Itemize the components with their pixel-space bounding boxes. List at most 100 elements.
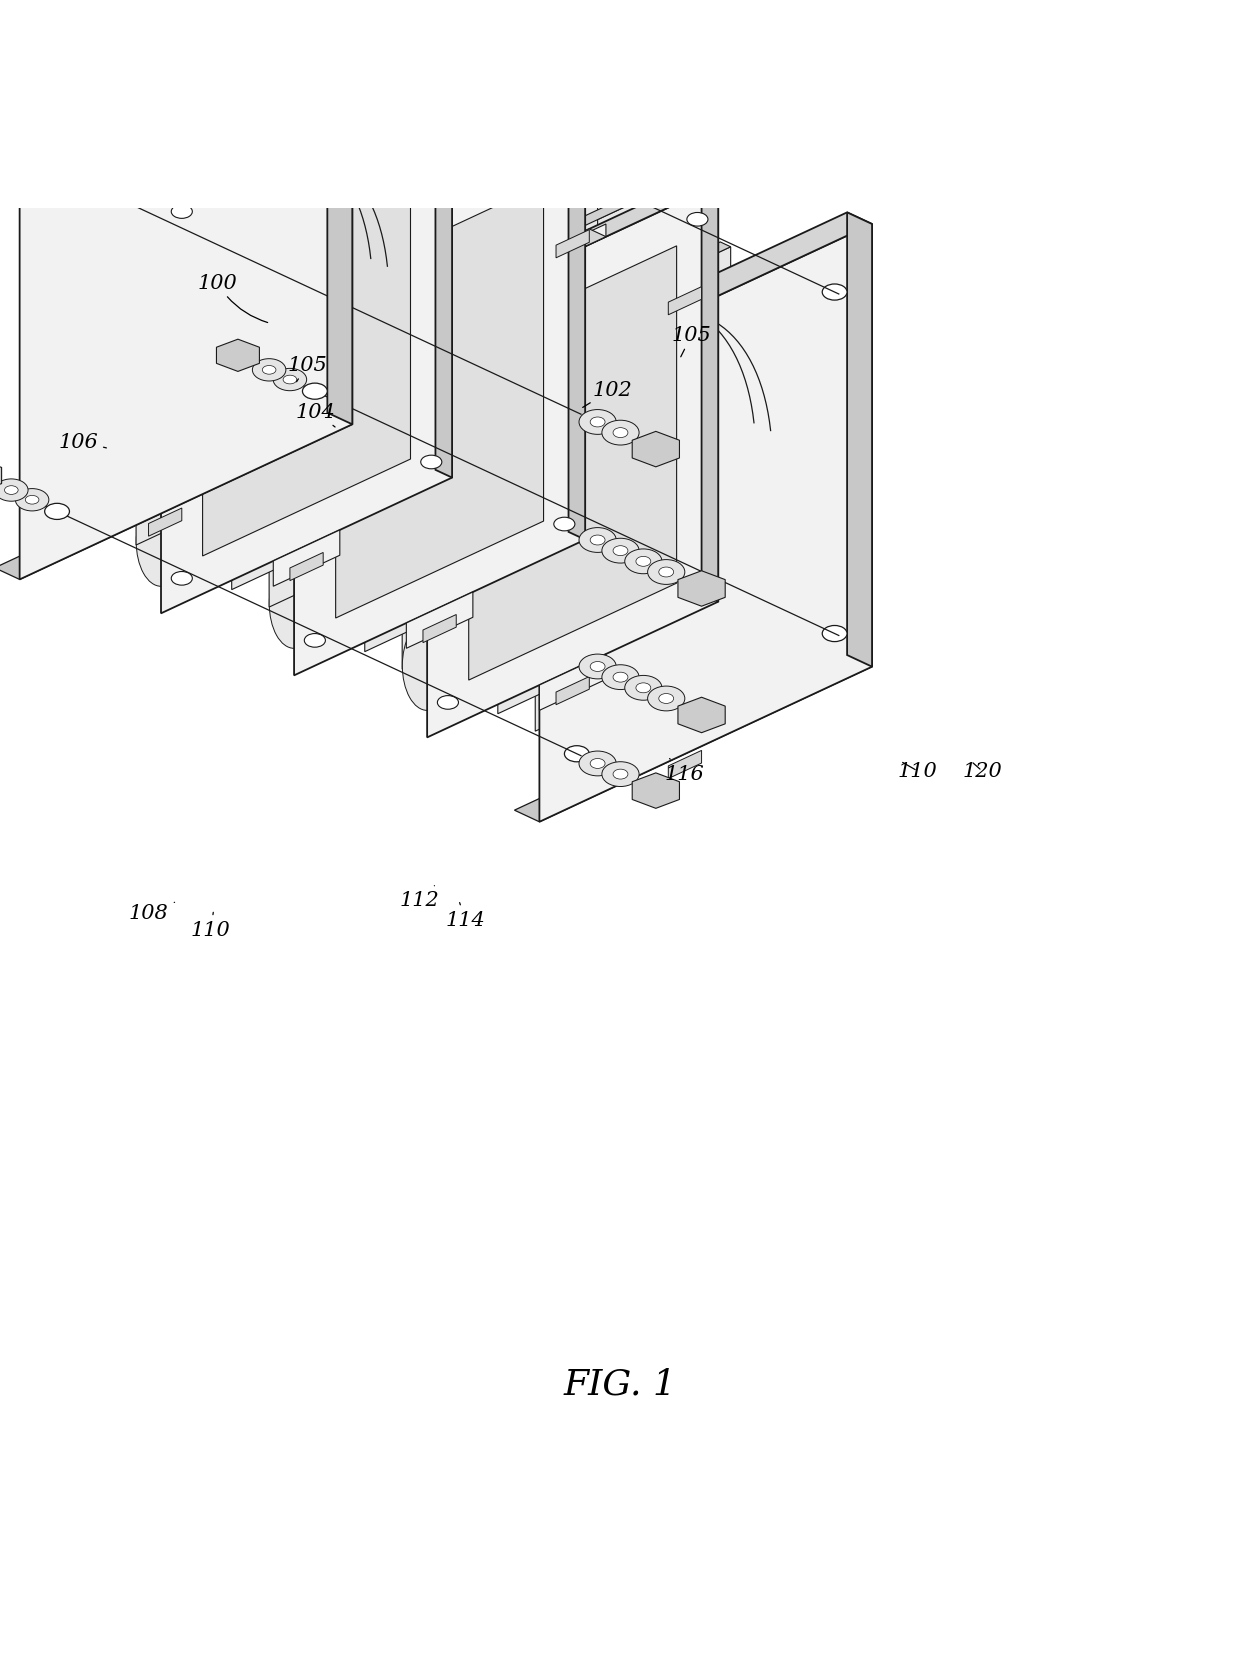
Polygon shape	[327, 0, 352, 426]
Polygon shape	[423, 615, 456, 643]
Ellipse shape	[601, 666, 639, 689]
Polygon shape	[469, 247, 677, 681]
Ellipse shape	[625, 676, 662, 701]
Ellipse shape	[625, 550, 662, 575]
Polygon shape	[632, 432, 680, 467]
Polygon shape	[221, 119, 465, 232]
Ellipse shape	[579, 411, 616, 436]
Ellipse shape	[601, 421, 639, 446]
Polygon shape	[217, 0, 259, 31]
Polygon shape	[668, 751, 702, 779]
Polygon shape	[0, 119, 1, 151]
Polygon shape	[423, 169, 456, 197]
Ellipse shape	[658, 694, 673, 704]
Ellipse shape	[25, 495, 38, 505]
Ellipse shape	[273, 370, 306, 391]
Text: 102: 102	[583, 381, 632, 408]
Ellipse shape	[45, 504, 69, 520]
Polygon shape	[88, 56, 331, 171]
Ellipse shape	[665, 467, 746, 583]
Polygon shape	[536, 265, 768, 732]
Polygon shape	[125, 75, 370, 187]
Polygon shape	[136, 80, 370, 545]
Ellipse shape	[438, 696, 459, 709]
Polygon shape	[539, 225, 606, 268]
Ellipse shape	[564, 404, 589, 421]
Ellipse shape	[420, 456, 441, 469]
Ellipse shape	[601, 762, 639, 787]
Ellipse shape	[0, 479, 29, 502]
Ellipse shape	[136, 371, 186, 461]
Polygon shape	[487, 244, 730, 356]
Text: 104: 104	[295, 403, 335, 428]
Polygon shape	[273, 101, 340, 144]
Ellipse shape	[253, 360, 286, 381]
Polygon shape	[515, 656, 872, 822]
Polygon shape	[523, 230, 606, 268]
Polygon shape	[365, 186, 598, 653]
Polygon shape	[273, 530, 340, 587]
Text: 105: 105	[288, 356, 327, 383]
Ellipse shape	[269, 560, 319, 650]
Ellipse shape	[665, 328, 746, 444]
Ellipse shape	[590, 535, 605, 545]
Polygon shape	[539, 225, 872, 822]
Text: 114: 114	[445, 903, 485, 930]
Polygon shape	[410, 177, 718, 321]
Polygon shape	[497, 247, 730, 714]
Text: 106: 106	[58, 432, 107, 451]
Ellipse shape	[136, 497, 186, 587]
Ellipse shape	[253, 18, 286, 40]
Polygon shape	[0, 414, 352, 580]
Polygon shape	[407, 162, 472, 207]
Ellipse shape	[0, 138, 29, 161]
Polygon shape	[217, 340, 259, 373]
Polygon shape	[556, 678, 589, 706]
Ellipse shape	[5, 487, 19, 495]
Polygon shape	[435, 53, 453, 479]
Polygon shape	[0, 461, 1, 492]
Ellipse shape	[579, 752, 616, 777]
Ellipse shape	[590, 759, 605, 769]
Polygon shape	[269, 141, 502, 608]
Ellipse shape	[304, 635, 325, 648]
Polygon shape	[144, 53, 453, 197]
Ellipse shape	[822, 626, 847, 643]
Polygon shape	[336, 184, 543, 618]
Ellipse shape	[613, 429, 627, 439]
Ellipse shape	[665, 611, 746, 727]
Ellipse shape	[601, 539, 639, 563]
Polygon shape	[392, 199, 635, 312]
Ellipse shape	[687, 580, 708, 593]
Polygon shape	[355, 181, 598, 295]
Polygon shape	[427, 186, 718, 737]
Polygon shape	[232, 124, 465, 590]
Ellipse shape	[15, 489, 48, 512]
Polygon shape	[294, 123, 585, 676]
Ellipse shape	[273, 28, 306, 50]
Polygon shape	[149, 509, 182, 537]
Ellipse shape	[45, 162, 69, 179]
Polygon shape	[259, 136, 502, 250]
Ellipse shape	[590, 663, 605, 673]
Ellipse shape	[25, 154, 38, 164]
Ellipse shape	[283, 35, 296, 43]
Text: FIG. 1: FIG. 1	[563, 1367, 677, 1400]
Polygon shape	[632, 774, 680, 809]
Text: 100: 100	[197, 273, 268, 323]
Ellipse shape	[658, 568, 673, 578]
Text: 110: 110	[898, 762, 937, 780]
Text: 110: 110	[191, 913, 231, 940]
Polygon shape	[515, 214, 872, 379]
Ellipse shape	[402, 370, 451, 457]
Polygon shape	[149, 45, 182, 73]
Polygon shape	[568, 116, 585, 540]
Ellipse shape	[613, 771, 627, 779]
Ellipse shape	[402, 495, 451, 585]
Polygon shape	[257, 106, 340, 144]
Ellipse shape	[5, 146, 19, 154]
Polygon shape	[99, 61, 331, 529]
Polygon shape	[539, 655, 606, 711]
Polygon shape	[0, 0, 352, 138]
Ellipse shape	[613, 673, 627, 683]
